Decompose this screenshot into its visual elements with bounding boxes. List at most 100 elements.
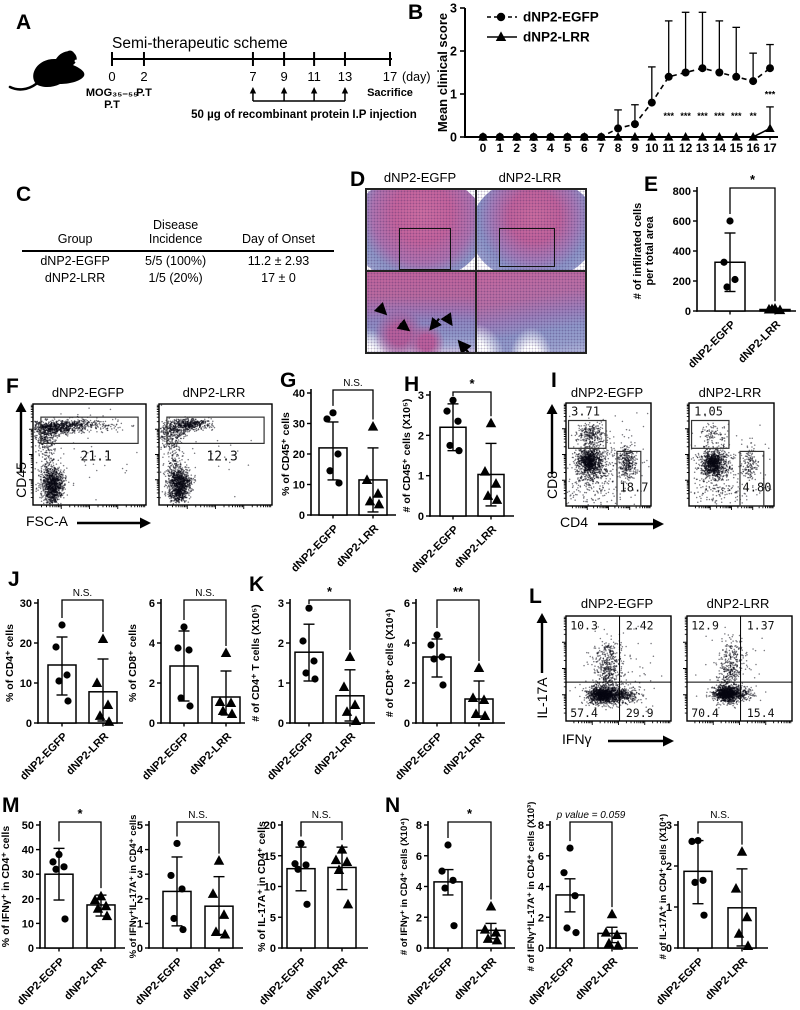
svg-text:50: 50 bbox=[22, 820, 34, 832]
svg-text:% of CD45⁺ cells: % of CD45⁺ cells bbox=[280, 412, 292, 496]
chart-K2: 0 2 4 6 # of CD8⁺ cells (X10⁴) dNP2-EGFPdNP2-… bbox=[384, 584, 505, 783]
svg-text:0: 0 bbox=[404, 718, 410, 730]
panel-label-M: M bbox=[2, 794, 20, 817]
svg-text:12: 12 bbox=[679, 141, 693, 155]
svg-text:P.T: P.T bbox=[136, 87, 152, 99]
svg-text:per total area: per total area bbox=[644, 216, 656, 286]
panel-label-F: F bbox=[6, 375, 19, 398]
svg-text:# of IFNγ⁺ in CD4⁺ cells (X10⁴: # of IFNγ⁺ in CD4⁺ cells (X10⁴) bbox=[399, 818, 410, 955]
right-arrow-icon bbox=[598, 518, 664, 530]
stain-texture bbox=[477, 190, 585, 270]
svg-text:6: 6 bbox=[149, 598, 155, 610]
up-arrow-icon bbox=[546, 404, 558, 474]
svg-text:N.S.: N.S. bbox=[343, 378, 362, 389]
svg-text:0: 0 bbox=[108, 69, 115, 84]
svg-text:15: 15 bbox=[730, 141, 744, 155]
svg-text:***: *** bbox=[731, 111, 742, 121]
svg-text:N.S.: N.S. bbox=[195, 588, 214, 599]
svg-text:% of CD8⁺ cells: % of CD8⁺ cells bbox=[127, 624, 139, 702]
num-ifng-il17a-chart: 0 2 4 6 8 # of IFNγ⁺IL-17A⁺ in CD4⁺ cells (X1… bbox=[526, 795, 660, 1010]
svg-text:dNP2-LRR: dNP2-LRR bbox=[703, 956, 750, 1003]
svg-text:5: 5 bbox=[137, 820, 143, 832]
infiltrate-arrows bbox=[373, 302, 472, 352]
svg-text:1: 1 bbox=[418, 471, 424, 483]
svg-text:(day): (day) bbox=[402, 70, 430, 84]
svg-text:dNP2-EGFP: dNP2-EGFP bbox=[393, 731, 445, 783]
svg-text:8: 8 bbox=[615, 141, 622, 155]
flow-title-egfp: dNP2-EGFP bbox=[580, 596, 654, 611]
svg-text:0: 0 bbox=[28, 943, 34, 955]
zoom-region-box bbox=[399, 228, 452, 270]
panel-N: 0 2 4 6 8 # of IFNγ⁺ in CD4⁺ cells (X10⁴) dNP2… bbox=[399, 795, 800, 1010]
histology-image-lrr-low bbox=[476, 189, 586, 271]
chart-K1: 0 1 2 3 # of CD4⁺ T cells (X10⁵)dNP2-EGFPdNP… bbox=[250, 584, 375, 783]
svg-text:11: 11 bbox=[662, 141, 675, 155]
panel-M: 0 10 20 30 40 50% of IFNγ⁺ in CD4⁺ cells dNP2-… bbox=[0, 795, 395, 1010]
svg-text:dNP2-LRR: dNP2-LRR bbox=[440, 731, 487, 778]
svg-text:10: 10 bbox=[264, 882, 276, 894]
col-header-onset: Day of Onset bbox=[223, 218, 334, 252]
svg-text:dNP2-EGFP: dNP2-EGFP bbox=[15, 956, 67, 1008]
svg-text:6: 6 bbox=[538, 851, 544, 863]
svg-text:***: *** bbox=[765, 89, 776, 99]
flow-plot-cd4cd8-egfp bbox=[562, 402, 652, 510]
svg-text:dNP2-EGFP: dNP2-EGFP bbox=[404, 956, 456, 1008]
col-header-incidence: Disease Incidence bbox=[128, 218, 223, 252]
svg-text:% of CD4⁺ cells: % of CD4⁺ cells bbox=[4, 624, 16, 702]
flow-plot-cytokine-egfp bbox=[562, 615, 672, 725]
panel-J: 0 10 20 30% of CD4⁺ cells dNP2-EGFP dNP2-LRR N… bbox=[4, 565, 250, 795]
num-cd45-chart: 0 1 2 3 # of CD45⁺ cells (X10⁵) dNP2-EGFP dNP2… bbox=[401, 372, 533, 583]
timeline-svg: Semi-therapeutic scheme 0 2 7 9 11 13 17 (day) MO… bbox=[86, 35, 431, 121]
svg-text:10: 10 bbox=[20, 678, 32, 690]
svg-text:13: 13 bbox=[338, 69, 352, 84]
pct-ifng-il17a-chart: 0 1 2 3 4 5% of IFNγ⁺IL-17A⁺ in CD4⁺ cells dNP… bbox=[128, 795, 258, 1010]
svg-text:***: *** bbox=[663, 111, 674, 121]
svg-text:2: 2 bbox=[137, 894, 143, 906]
panel-label-H: H bbox=[404, 373, 420, 396]
svg-text:50 µg of recombinant protein I: 50 µg of recombinant protein I.P injecti… bbox=[191, 109, 417, 121]
svg-text:# of infilrated cells: # of infilrated cells bbox=[632, 203, 644, 300]
svg-text:9: 9 bbox=[280, 69, 287, 84]
svg-text:200: 200 bbox=[673, 276, 691, 288]
svg-text:2: 2 bbox=[538, 912, 544, 924]
svg-text:dNP2-EGFP: dNP2-EGFP bbox=[140, 731, 192, 783]
svg-text:8: 8 bbox=[538, 820, 544, 832]
table-row: dNP2-EGFP 5/5 (100%) 11.2 ± 2.93 bbox=[22, 251, 334, 269]
svg-text:*: * bbox=[327, 584, 333, 599]
svg-text:0: 0 bbox=[26, 718, 32, 730]
svg-text:5: 5 bbox=[564, 141, 571, 155]
panel-I: CD8 dNP2-EGFP dNP2-LRR CD4 bbox=[540, 372, 800, 537]
svg-text:20: 20 bbox=[264, 820, 276, 832]
flow-plot-cytokine-lrr bbox=[683, 615, 793, 725]
svg-text:% of IFNγ⁺IL-17A⁺ in CD4⁺ cell: % of IFNγ⁺IL-17A⁺ in CD4⁺ cells bbox=[128, 815, 139, 959]
svg-text:*: * bbox=[469, 376, 475, 391]
svg-text:dNP2-EGFP: dNP2-EGFP bbox=[133, 956, 185, 1008]
svg-text:# of CD4⁺ T cells (X10⁵): # of CD4⁺ T cells (X10⁵) bbox=[250, 604, 262, 721]
histology-column-label: dNP2-LRR bbox=[498, 170, 562, 185]
svg-text:N.S.: N.S. bbox=[710, 810, 729, 821]
panel-label-N: N bbox=[385, 794, 401, 817]
svg-text:*: * bbox=[77, 806, 83, 821]
svg-text:% of IL-17A⁺ in CD4⁺ cells: % of IL-17A⁺ in CD4⁺ cells bbox=[256, 821, 268, 952]
svg-text:2: 2 bbox=[416, 912, 422, 924]
svg-text:# of CD8⁺ cells (X10⁴): # of CD8⁺ cells (X10⁴) bbox=[384, 609, 396, 717]
svg-text:2: 2 bbox=[149, 678, 155, 690]
svg-text:2: 2 bbox=[278, 638, 284, 650]
histology-column-label: dNP2-EGFP bbox=[383, 170, 457, 185]
num-ifng-chart: 0 2 4 6 8 # of IFNγ⁺ in CD4⁺ cells (X10⁴) dNP2… bbox=[399, 795, 528, 1010]
svg-text:3: 3 bbox=[418, 390, 424, 402]
svg-text:# of CD45⁺ cells (X10⁵): # of CD45⁺ cells (X10⁵) bbox=[401, 399, 413, 513]
num-cd8-chart: 0 2 4 6 # of CD8⁺ cells (X10⁴) dNP2-EGFP dNP2-… bbox=[384, 565, 525, 800]
svg-text:6: 6 bbox=[404, 598, 410, 610]
histology-image-egfp-low bbox=[366, 189, 476, 271]
svg-text:30: 30 bbox=[20, 598, 32, 610]
svg-text:0: 0 bbox=[270, 943, 276, 955]
svg-text:dNP2-EGFP: dNP2-EGFP bbox=[265, 731, 317, 783]
svg-text:6: 6 bbox=[581, 141, 588, 155]
